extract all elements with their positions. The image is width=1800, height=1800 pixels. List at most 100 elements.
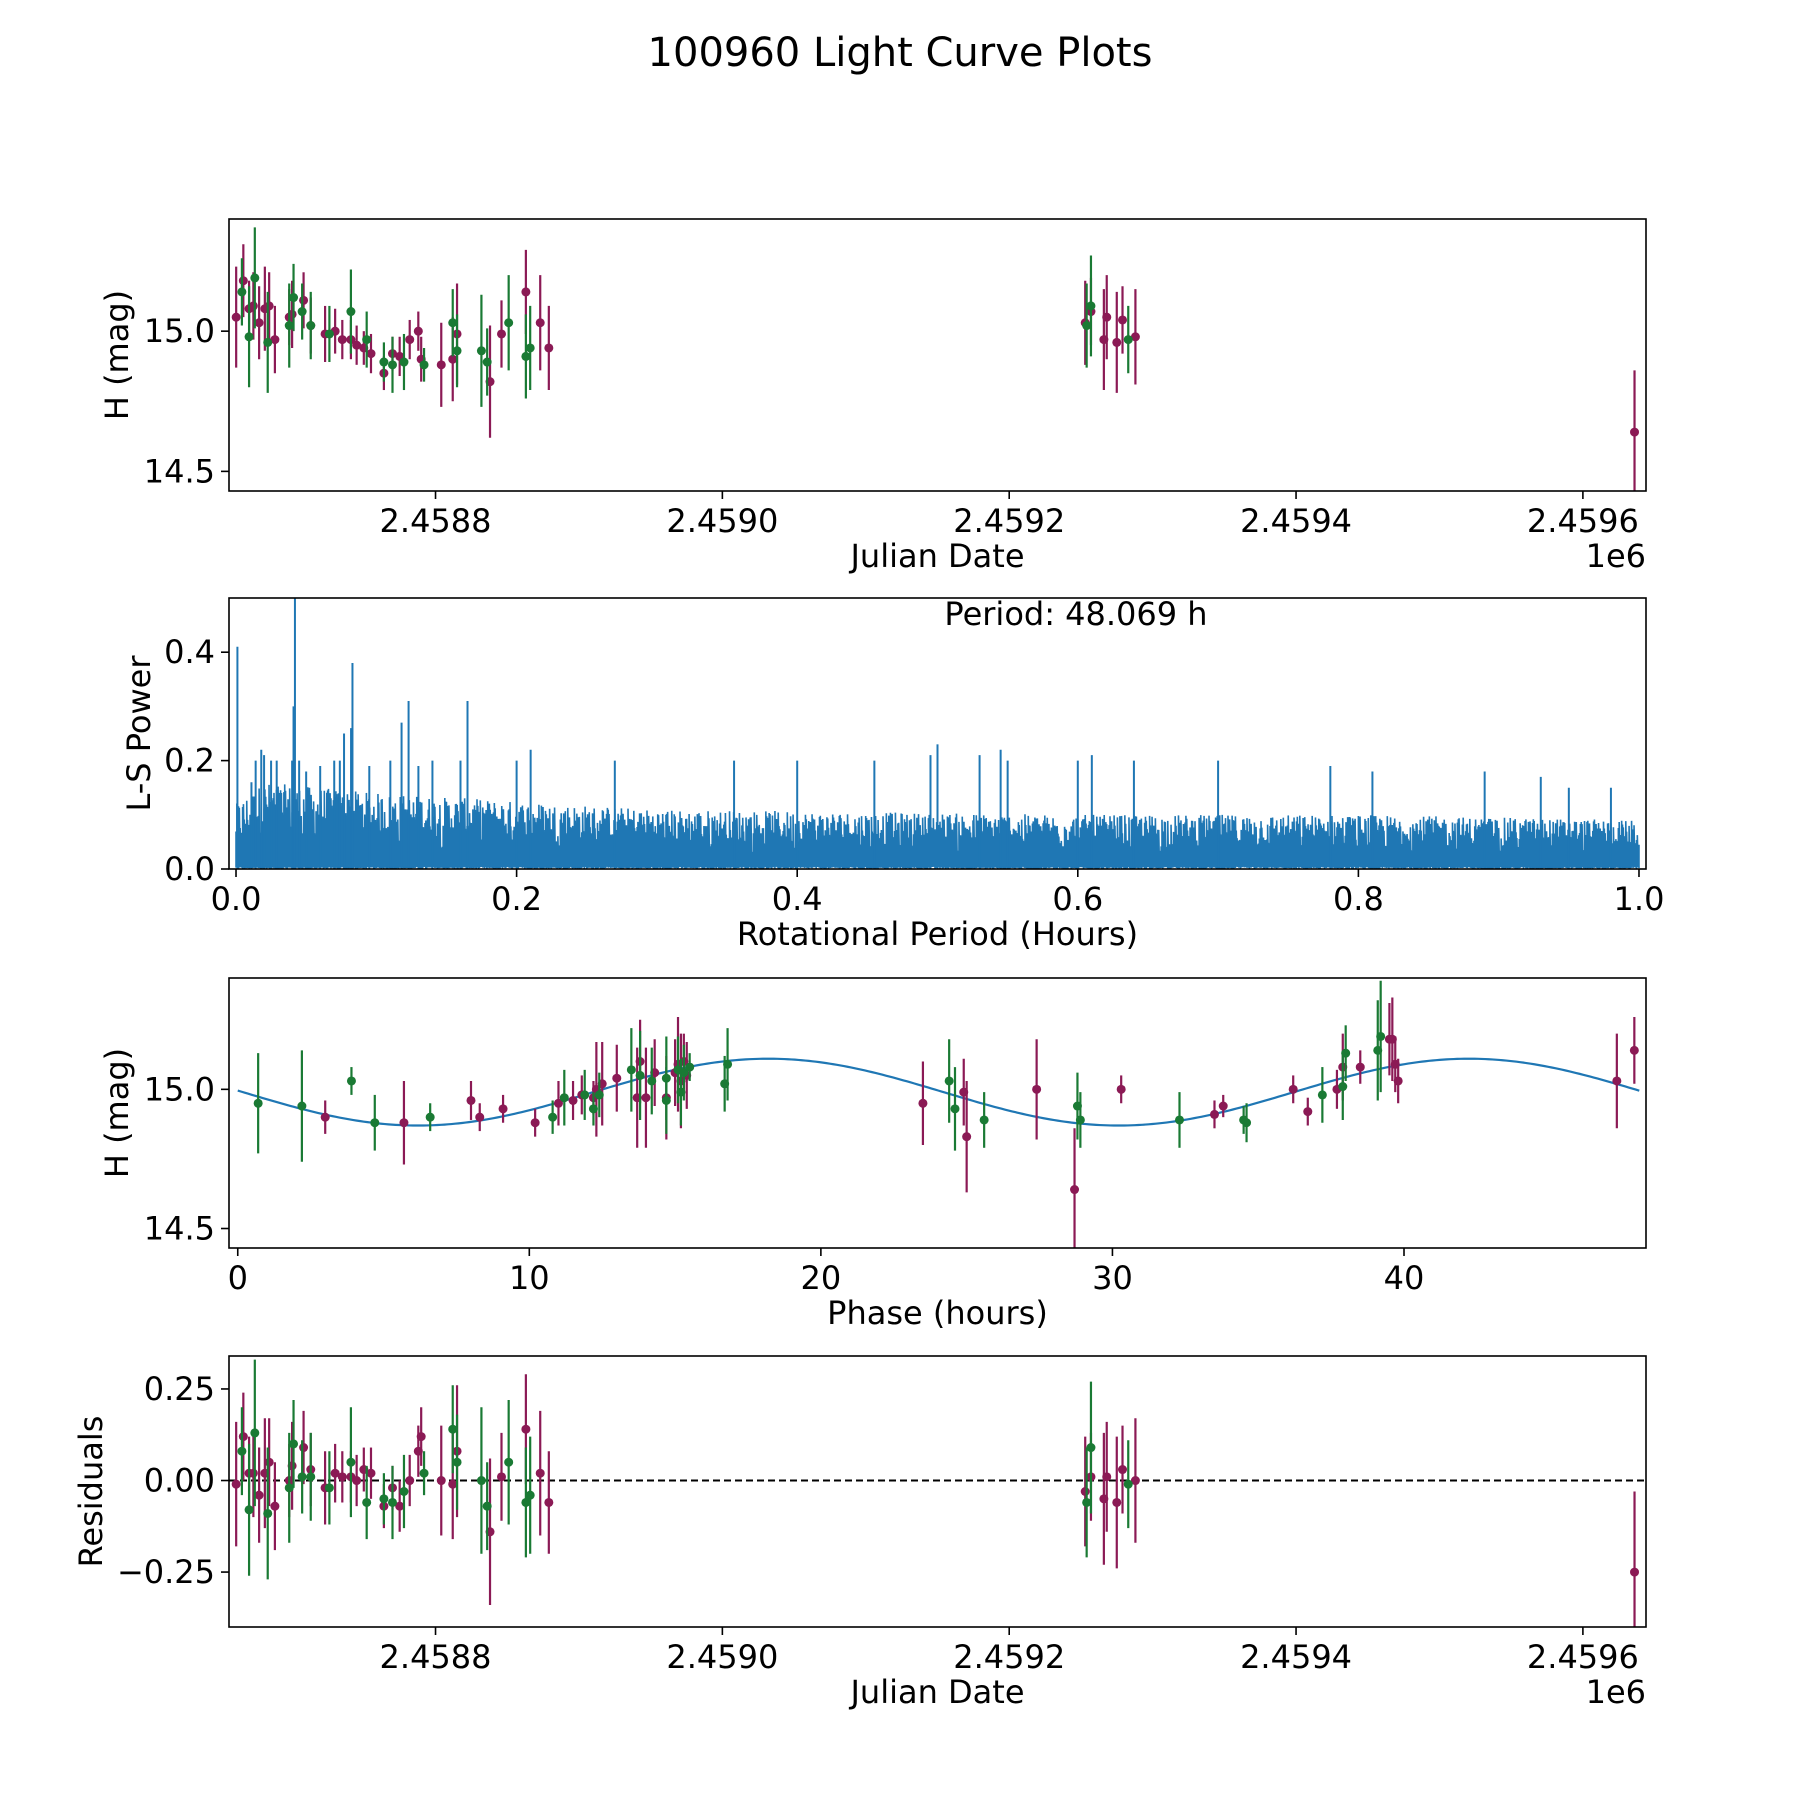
phase-point-purple [568, 1095, 578, 1105]
lc-point-green [244, 332, 254, 342]
phase-x-tick-label: 40 [1384, 1259, 1425, 1297]
resid-point-green [284, 1483, 294, 1493]
ls-y-axis-label: L-S Power [120, 655, 158, 812]
resid-point-purple [1630, 1567, 1640, 1577]
phase-point-green [253, 1098, 263, 1108]
phase-point-green [346, 1076, 356, 1086]
ls-x-tick-label: 0.8 [1333, 880, 1384, 918]
resid-point-green [504, 1457, 514, 1467]
lc-point-green [362, 335, 372, 345]
lc-point-green [250, 273, 260, 283]
lc-point-purple [405, 335, 415, 345]
lc-point-green [297, 307, 307, 317]
resid-point-purple [330, 1468, 340, 1478]
phase-y-tick-label: 15.0 [144, 1070, 215, 1108]
ls-plot-frame [228, 597, 1647, 870]
ls-axes: 0.0 0.2 0.4 0.6 0.8 1.0 0.0 0.2 0.4 [164, 597, 1664, 918]
phase-point-purple [962, 1132, 972, 1142]
resid-axes: 2.4588 2.4590 2.4592 2.4594 2.4596 0.25 0.00 −0… [117, 1355, 1647, 1676]
resid-x-tick-label: 2.4590 [666, 1638, 778, 1676]
phase-point-green [950, 1104, 960, 1114]
phase-x-tick-label: 20 [801, 1259, 842, 1297]
phase-point-purple [1288, 1084, 1298, 1094]
phase-point-green [548, 1112, 558, 1122]
phase-x-tick-label: 0 [228, 1259, 248, 1297]
phase-x-axis-label: Phase (hours) [827, 1294, 1048, 1332]
lc-point-purple [1118, 315, 1128, 325]
lc-y-tick-label: 15.0 [144, 312, 215, 350]
resid-point-green [237, 1446, 247, 1456]
ls-x-axis-label: Rotational Period (Hours) [737, 915, 1138, 953]
phase-point-purple [1393, 1076, 1403, 1086]
lc-point-purple [248, 301, 258, 311]
resid-point-purple [264, 1457, 274, 1467]
resid-point-purple [1112, 1497, 1122, 1507]
panel-phase: 0 10 20 30 40 14.5 15.0 Phase (hours) H (mag) [98, 977, 1647, 1332]
phase-point-purple [1303, 1107, 1313, 1117]
phase-point-purple [1070, 1185, 1080, 1195]
resid-point-purple [366, 1468, 376, 1478]
phase-point-green [944, 1076, 954, 1086]
resid-x-axis-label: Julian Date [848, 1673, 1024, 1711]
lc-point-purple [1130, 332, 1140, 342]
ls-x-tick-label: 0.0 [211, 880, 262, 918]
phase-point-green [979, 1115, 989, 1125]
resid-y-axis-label: Residuals [72, 1416, 110, 1568]
phase-point-purple [641, 1093, 651, 1103]
phase-point-green [297, 1101, 307, 1111]
lc-point-purple [238, 276, 248, 286]
lc-x-axis-label: Julian Date [848, 537, 1024, 575]
lc-axes: 2.4588 2.4590 2.4592 2.4594 2.4596 14.5 15.0 [144, 218, 1647, 540]
resid-point-green [419, 1468, 429, 1478]
lc-point-purple [497, 329, 506, 339]
ls-x-tick-label: 0.2 [491, 880, 542, 918]
phase-point-green [661, 1095, 671, 1105]
phase-point-purple [1612, 1076, 1622, 1086]
lc-point-green [482, 357, 492, 367]
ls-x-tick-label: 0.4 [772, 880, 823, 918]
resid-point-green [525, 1490, 535, 1500]
lc-point-purple [231, 312, 241, 322]
resid-point-green [289, 1439, 299, 1449]
resid-point-green [521, 1497, 531, 1507]
resid-point-green [482, 1501, 492, 1511]
lc-point-green [306, 321, 316, 331]
lc-point-green [284, 321, 294, 331]
ls-y-tick-label: 0.0 [164, 850, 215, 888]
phase-point-purple [1355, 1062, 1365, 1072]
phase-point-green [685, 1062, 695, 1072]
lc-point-green [324, 329, 334, 339]
lc-x-tick-label: 2.4588 [380, 502, 492, 540]
lc-point-purple [1630, 427, 1640, 437]
phase-point-purple [1116, 1084, 1126, 1094]
lc-point-purple [448, 354, 458, 364]
phase-point-purple [399, 1118, 409, 1128]
phase-point-purple [553, 1098, 563, 1108]
lc-point-green [1082, 321, 1092, 331]
resid-point-green [388, 1497, 397, 1507]
phase-point-purple [320, 1112, 330, 1122]
phase-point-purple [1032, 1084, 1042, 1094]
resid-point-green [1086, 1443, 1096, 1453]
resid-point-purple [270, 1501, 280, 1511]
phase-point-purple [1629, 1045, 1639, 1055]
resid-point-purple [405, 1476, 415, 1486]
resid-point-purple [436, 1476, 446, 1486]
lc-point-green [452, 346, 462, 356]
resid-point-purple [1102, 1472, 1112, 1482]
lc-point-purple [436, 360, 446, 370]
phase-point-green [1075, 1115, 1085, 1125]
resid-y-tick-label: −0.25 [117, 1553, 215, 1591]
resid-x-tick-label: 2.4592 [953, 1638, 1065, 1676]
phase-point-green [425, 1112, 435, 1122]
phase-point-green [580, 1090, 590, 1100]
lc-point-green [289, 293, 299, 303]
phase-point-green [594, 1090, 604, 1100]
resid-point-green [250, 1428, 260, 1438]
lc-x-tick-label: 2.4594 [1240, 502, 1352, 540]
resid-plot-frame [228, 1355, 1647, 1628]
resid-point-purple [416, 1432, 426, 1442]
phase-y-tick-label: 14.5 [144, 1210, 215, 1248]
resid-point-purple [521, 1424, 531, 1434]
